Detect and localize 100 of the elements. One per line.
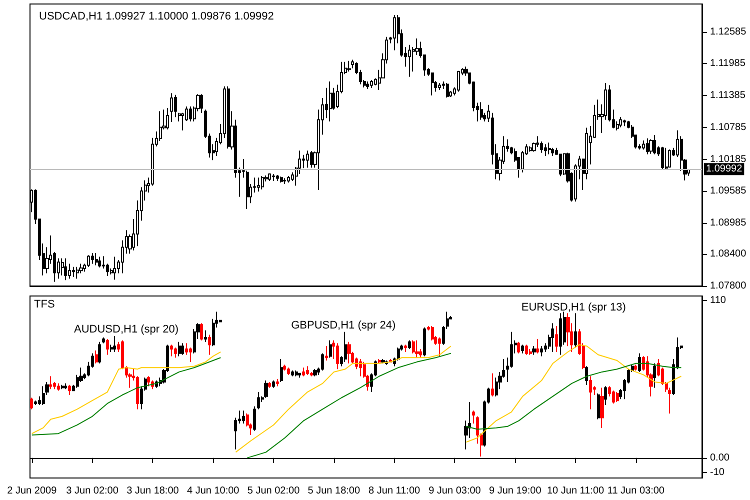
- candlestick: [42, 386, 45, 406]
- candlestick: [393, 14, 396, 51]
- candlestick: [208, 334, 211, 356]
- candlestick: [532, 346, 536, 356]
- y-tick-label: 110: [710, 294, 726, 306]
- candlestick: [310, 150, 313, 168]
- series-label: GBPUSD,H1 (spr 24): [291, 319, 396, 332]
- candlestick: [287, 367, 290, 376]
- candlestick: [200, 94, 203, 114]
- candlestick: [242, 410, 245, 424]
- candlestick: [623, 119, 626, 127]
- candlestick: [200, 322, 203, 341]
- candlestick: [276, 378, 279, 387]
- candlestick: [181, 342, 184, 356]
- candlestick: [555, 326, 558, 352]
- candlestick: [370, 79, 373, 88]
- line-series: [246, 352, 452, 458]
- candlestick: [280, 176, 283, 183]
- line-series: [235, 346, 452, 453]
- series-label: AUDUSD,H1 (spr 20): [74, 324, 179, 336]
- candlestick: [321, 352, 324, 372]
- candlestick: [61, 384, 64, 390]
- text: USDCAD,H1 1.09927 1.10000 1.09876 1.09992: [39, 10, 274, 22]
- candlestick: [98, 341, 101, 364]
- x-tick-label: 9 Jun 19:00: [488, 486, 542, 496]
- x-tick-label: 3 Jun 18:00: [126, 486, 180, 496]
- x-tick-label: 2 Jun 2009: [7, 486, 58, 496]
- line-series: [466, 362, 682, 430]
- candlestick: [525, 344, 528, 356]
- candlestick: [280, 358, 283, 382]
- x-tick-label: 9 Jun 03:00: [428, 486, 482, 496]
- candlestick: [166, 108, 169, 130]
- candlestick: [257, 392, 260, 410]
- candlestick: [72, 266, 75, 278]
- annotation: TFS: [34, 298, 55, 310]
- line-series: [466, 344, 682, 443]
- candlestick: [544, 144, 547, 156]
- candlestick: [268, 172, 271, 182]
- candlestick: [325, 346, 328, 361]
- candlestick: [585, 366, 588, 386]
- candlestick: [366, 81, 369, 90]
- candlestick: [600, 387, 604, 428]
- y-tick-label: 1.11985: [710, 58, 746, 70]
- y-tick-label: 1.10185: [710, 154, 747, 165]
- candlestick: [589, 376, 592, 410]
- candlestick: [378, 358, 381, 364]
- candlestick: [638, 352, 641, 372]
- candlestick: [261, 176, 264, 190]
- y-tick-label: 1.12585: [710, 26, 747, 38]
- candlestick: [178, 341, 181, 357]
- candlestick: [446, 82, 449, 98]
- candlestick: [634, 364, 637, 372]
- candlestick: [540, 346, 543, 357]
- candlestick: [491, 372, 494, 397]
- candlestick: [415, 340, 419, 358]
- y-tick-label: -10: [710, 466, 725, 478]
- candlestick: [257, 177, 260, 192]
- candlestick: [551, 322, 554, 352]
- candlestick: [102, 337, 105, 344]
- candlestick: [287, 176, 290, 183]
- candlestick: [106, 338, 109, 356]
- candlestick: [612, 390, 615, 404]
- candlestick: [174, 347, 177, 358]
- candlestick: [668, 149, 671, 168]
- candlestick: [189, 347, 192, 362]
- candlestick: [649, 138, 653, 154]
- y-tick-label: 1.08985: [710, 218, 747, 229]
- candlestick: [91, 252, 94, 264]
- candlestick: [329, 340, 332, 358]
- candlestick: [253, 406, 256, 432]
- candlestick: [57, 382, 60, 392]
- series-label: EURUSD,H1 (spr 13): [521, 302, 626, 314]
- candlestick: [98, 256, 101, 268]
- candlestick: [189, 106, 192, 122]
- candlestick: [347, 341, 351, 364]
- candlestick: [431, 72, 434, 96]
- candlestick: [64, 382, 67, 390]
- candlestick: [170, 92, 173, 122]
- candlestick: [68, 384, 71, 396]
- candlestick: [113, 256, 116, 280]
- candlestick: [529, 348, 532, 356]
- candlestick: [64, 258, 67, 281]
- candlestick: [30, 397, 33, 410]
- candlestick: [313, 368, 317, 377]
- candlestick: [268, 381, 271, 388]
- candlestick: [113, 336, 116, 352]
- y-tick-label: 1.09585: [710, 186, 747, 197]
- y-tick-label: 1.08400: [710, 248, 747, 260]
- x-tick-label: 5 Jun 18:00: [308, 486, 360, 496]
- x-tick-label: 4 Jun 10:00: [186, 486, 240, 496]
- candlestick: [306, 150, 309, 168]
- candlestick: [653, 362, 656, 388]
- candlestick: [174, 94, 177, 118]
- candlestick: [457, 70, 460, 92]
- y-tick-label: 1.11385: [710, 90, 746, 102]
- candlestick: [344, 331, 347, 362]
- candlestick: [381, 358, 385, 364]
- x-tick-label: 8 Jun 11:00: [368, 486, 421, 496]
- candlestick: [423, 327, 426, 357]
- candlestick: [616, 392, 619, 403]
